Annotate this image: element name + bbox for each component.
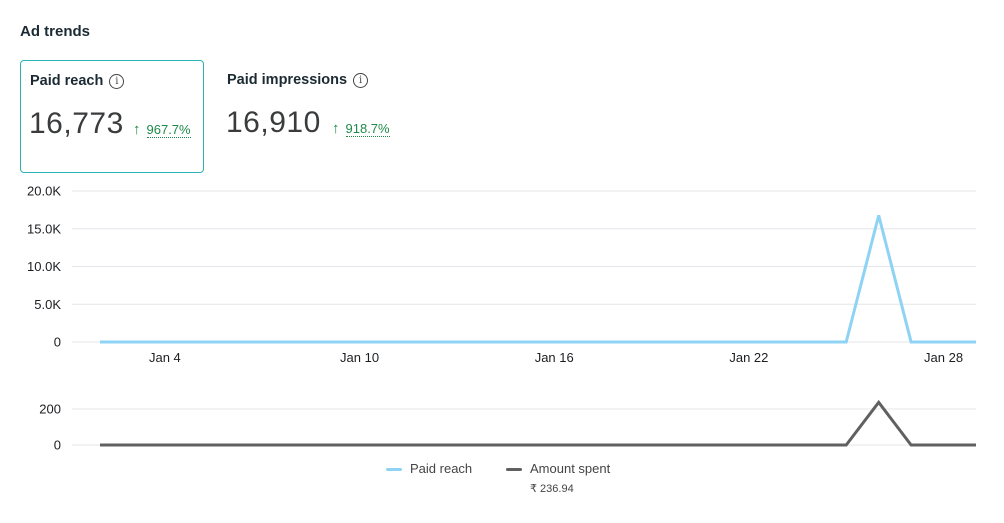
y-tick-label: 10.0K xyxy=(27,259,61,274)
metric-label: Paid reach i xyxy=(30,73,125,89)
legend-item-paid-reach[interactable]: Paid reach xyxy=(386,461,472,476)
legend-sublabel: ₹ 236.94 xyxy=(530,483,574,495)
metric-label-text: Paid reach xyxy=(30,73,104,89)
legend-swatch xyxy=(386,468,402,472)
metric-label-text: Paid impressions xyxy=(227,72,348,88)
metric-label: Paid impressions i xyxy=(227,72,369,88)
metric-value: 16,910 xyxy=(226,106,321,139)
arrow-up-icon: ↑ xyxy=(133,121,141,138)
arrow-up-icon: ↑ xyxy=(332,120,340,137)
metric-card-paid-reach[interactable]: Paid reach i 16,773 ↑ 967.7% xyxy=(20,60,204,173)
y-tick-label: 15.0K xyxy=(27,221,61,236)
legend-label: Paid reach xyxy=(410,461,473,476)
metric-value: 16,773 xyxy=(29,107,124,140)
series-line xyxy=(100,215,976,344)
x-tick-label: Jan 10 xyxy=(340,350,379,365)
metric-change-value[interactable]: 967.7% xyxy=(146,122,191,138)
reach-chart: 20.0K 15.0K 10.0K 5.0K 0 Jan 4 Jan 10 Jan 16 Jan… xyxy=(27,184,976,365)
series-line xyxy=(100,399,976,447)
x-tick-label: Jan 4 xyxy=(149,350,181,365)
y-tick-label: 5.0K xyxy=(34,297,61,312)
metric-change: ↑ 918.7% xyxy=(332,120,390,137)
y-tick-label: 0 xyxy=(54,335,61,350)
y-tick-label: 0 xyxy=(54,438,61,453)
x-tick-label: Jan 22 xyxy=(729,350,768,365)
legend-label: Amount spent xyxy=(530,461,611,476)
x-tick-label: Jan 28 xyxy=(924,350,963,365)
info-icon[interactable]: i xyxy=(353,73,369,88)
info-icon[interactable]: i xyxy=(109,74,125,89)
metric-change: ↑ 967.7% xyxy=(133,121,191,138)
legend-swatch xyxy=(506,468,522,472)
section-title: Ad trends xyxy=(20,23,91,40)
x-tick-label: Jan 16 xyxy=(535,350,574,365)
metric-card-paid-impressions[interactable]: Paid impressions i 16,910 ↑ 918.7% xyxy=(218,60,418,173)
metric-change-value[interactable]: 918.7% xyxy=(345,121,390,137)
y-tick-label: 20.0K xyxy=(27,184,61,199)
legend-item-amount-spent[interactable]: Amount spent xyxy=(506,461,610,476)
y-tick-label: 200 xyxy=(39,402,61,417)
